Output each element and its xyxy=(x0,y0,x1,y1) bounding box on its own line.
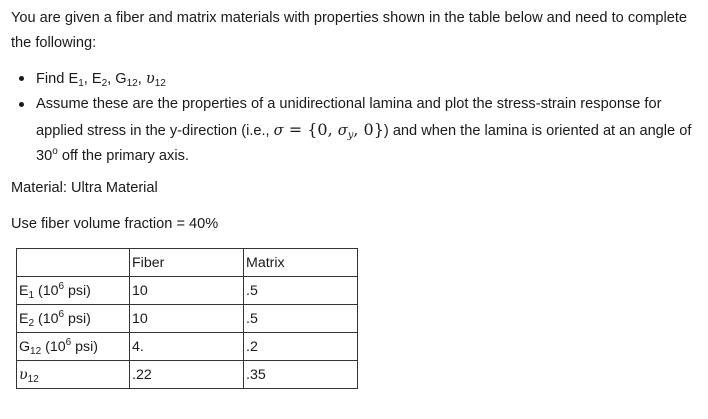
task-find-properties: Find E1, E2, G12, υ12 xyxy=(19,66,698,92)
property-cell: E1 (106 psi) xyxy=(16,276,130,305)
assume-text-3: off the primary axis. xyxy=(57,148,189,164)
e2-symbol: E xyxy=(91,71,102,87)
e1-sub: 1 xyxy=(78,78,84,89)
degree-mark: o xyxy=(52,146,58,157)
fiber-value: 10 xyxy=(129,276,244,305)
fiber-value: 10 xyxy=(129,304,244,333)
y-sub: y xyxy=(347,130,354,141)
header-cell: Matrix xyxy=(243,248,358,277)
sub: 12 xyxy=(27,373,39,385)
sup: 6 xyxy=(58,280,65,292)
table-row: E2 (106 psi) 10 .5 xyxy=(16,304,358,333)
e1-symbol: E xyxy=(68,71,79,87)
matrix-value: .5 xyxy=(243,304,358,333)
unit: (10 xyxy=(34,282,59,299)
property-cell: G12 (106 psi) xyxy=(16,332,130,361)
table-row: G12 (106 psi) 4. .2 xyxy=(16,332,358,361)
sigma-y-symbol: σ xyxy=(337,122,348,139)
sep: , xyxy=(107,71,116,87)
g12-symbol: G xyxy=(115,71,127,87)
unit: (10 xyxy=(34,310,59,327)
sub: 12 xyxy=(30,345,42,357)
table-row: υ12 .22 .35 xyxy=(16,360,358,389)
table-header-row: Fiber Matrix xyxy=(16,248,358,277)
unit: psi) xyxy=(64,282,91,299)
sep: , xyxy=(83,71,92,87)
header-cell xyxy=(16,248,130,277)
unit: (10 xyxy=(41,338,66,355)
g12-sub: 12 xyxy=(126,78,138,89)
sym: E xyxy=(19,282,29,299)
stress-vector-close: , 0} xyxy=(353,120,384,139)
nu-symbol: υ xyxy=(145,70,155,87)
unit: psi) xyxy=(71,338,98,355)
volume-fraction-label: Use fiber volume fraction = 40% xyxy=(11,216,219,232)
sym: υ xyxy=(19,366,28,383)
e2-sub: 2 xyxy=(101,78,108,89)
sup: 6 xyxy=(65,336,72,348)
intro-text: You are given a fiber and matrix materia… xyxy=(11,10,688,51)
matrix-value: .2 xyxy=(243,332,358,361)
fiber-value: .22 xyxy=(129,360,244,389)
property-cell: υ12 xyxy=(16,360,130,389)
task-stress-strain: Assume these are the properties of a uni… xyxy=(19,92,698,169)
table-row: E1 (106 psi) 10 .5 xyxy=(16,276,358,305)
sym: G xyxy=(19,338,31,355)
unit: psi) xyxy=(64,310,91,327)
nu-sub: 12 xyxy=(154,78,166,89)
stress-vector-open: = {0, xyxy=(283,120,338,139)
sigma-symbol: σ xyxy=(273,122,284,139)
sup: 6 xyxy=(58,308,65,320)
sub: 1 xyxy=(28,289,35,301)
header-cell: Fiber xyxy=(129,248,244,277)
properties-table: Fiber Matrix E1 (106 psi) 10 .5 E2 (106 … xyxy=(16,248,358,389)
property-cell: E2 (106 psi) xyxy=(16,304,130,333)
matrix-value: .35 xyxy=(243,360,358,389)
sep: , xyxy=(137,71,146,87)
assume-text-2: ) and when the lamina is oriented at an … xyxy=(36,123,692,164)
matrix-value: .5 xyxy=(243,276,358,305)
sub: 2 xyxy=(28,317,35,329)
fiber-value: 4. xyxy=(129,332,244,361)
sym: E xyxy=(19,310,29,327)
task-list: Find E1, E2, G12, υ12 Assume these are t… xyxy=(0,66,698,169)
material-label: Material: Ultra Material xyxy=(11,180,158,196)
assume-text: Assume these are the properties of a uni… xyxy=(36,96,662,139)
find-prefix: Find xyxy=(36,71,69,87)
